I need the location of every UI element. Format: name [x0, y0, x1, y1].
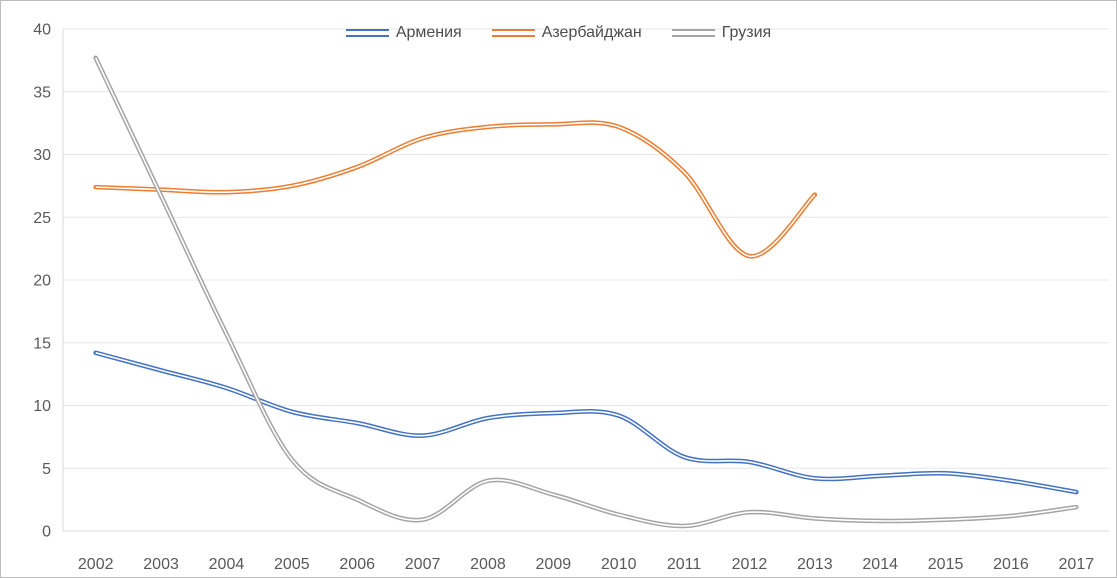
series-line-core-azerbaijan — [95, 121, 816, 257]
x-axis-label-2013: 2013 — [797, 556, 833, 573]
x-axis-label-2003: 2003 — [143, 556, 179, 573]
legend-marker-armenia-icon — [345, 29, 389, 37]
legend-marker-georgia-icon — [671, 29, 715, 37]
x-axis-label-2010: 2010 — [601, 556, 637, 573]
series-line-armenia[interactable] — [93, 350, 1079, 495]
y-axis-label-5: 5 — [42, 461, 51, 478]
x-axis-label-2012: 2012 — [732, 556, 768, 573]
series-line-georgia[interactable] — [93, 55, 1079, 529]
x-axis-label-2016: 2016 — [993, 556, 1029, 573]
legend-item-armenia[interactable]: Армения — [345, 24, 462, 41]
legend-marker-azerbaijan-icon — [491, 29, 535, 37]
legend-label-georgia: Грузия — [721, 24, 772, 41]
y-axis-label-20: 20 — [33, 273, 51, 290]
x-axis-label-2004: 2004 — [209, 556, 245, 573]
x-axis-label-2011: 2011 — [667, 556, 702, 573]
legend-item-georgia[interactable]: Грузия — [671, 24, 772, 41]
y-axis-label-35: 35 — [33, 84, 51, 101]
y-axis-label-30: 30 — [33, 147, 51, 164]
x-axis-label-2017: 2017 — [1059, 556, 1095, 573]
y-axis-label-25: 25 — [33, 210, 51, 227]
x-axis-label-2015: 2015 — [928, 556, 964, 573]
y-axis-label-15: 15 — [33, 335, 51, 352]
y-axis-label-40: 40 — [33, 22, 51, 39]
x-axis-label-2014: 2014 — [862, 556, 898, 573]
legend-label-azerbaijan: Азербайджан — [541, 24, 642, 41]
x-axis-label-2005: 2005 — [274, 556, 310, 573]
x-axis-label-2008: 2008 — [470, 556, 506, 573]
legend: Армения Азербайджан Грузия — [1, 25, 1116, 41]
y-axis-label-10: 10 — [33, 398, 51, 415]
legend-item-azerbaijan[interactable]: Азербайджан — [491, 24, 642, 41]
y-axis-label-0: 0 — [42, 524, 51, 541]
legend-label-armenia: Армения — [395, 24, 462, 41]
x-axis-label-2006: 2006 — [339, 556, 375, 573]
series-line-core-georgia — [94, 57, 1077, 527]
x-axis-label-2009: 2009 — [536, 556, 572, 573]
x-axis-label-2007: 2007 — [405, 556, 441, 573]
x-axis-label-2002: 2002 — [78, 556, 114, 573]
series-line-azerbaijan[interactable] — [93, 120, 818, 259]
